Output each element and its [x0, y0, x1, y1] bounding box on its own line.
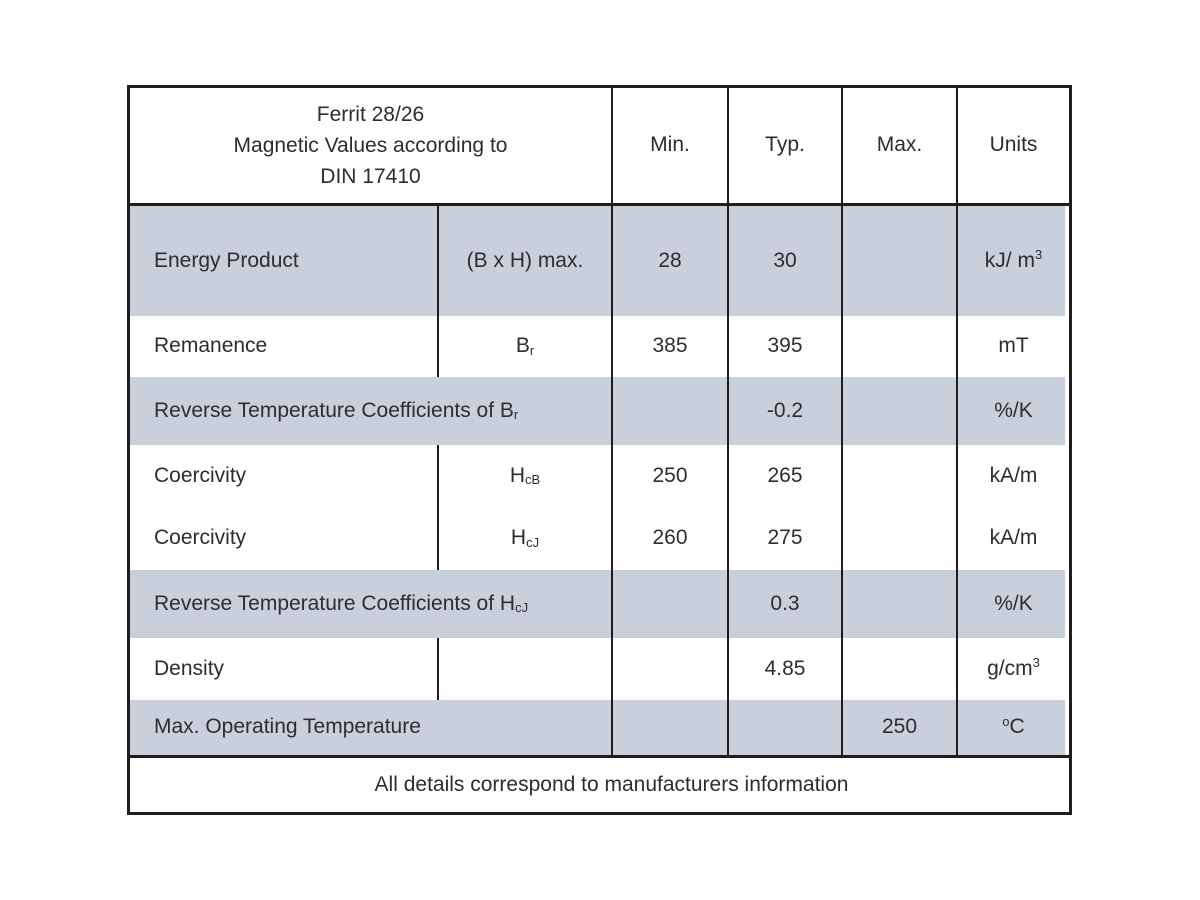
table-title-line-3: DIN 17410 — [320, 165, 421, 188]
cell-typ: -0.2 — [727, 377, 841, 445]
cell-label: Coercivity — [154, 463, 247, 487]
cell-symbol: (B x H) max. — [437, 206, 611, 316]
table-title-line-2: Magnetic Values according to — [233, 134, 508, 157]
col-header-units: Units — [956, 88, 1069, 203]
cell-min — [611, 700, 727, 755]
cell-label: Density — [154, 656, 225, 680]
cell-min — [611, 570, 727, 638]
cell-typ: 30 — [727, 206, 841, 316]
cell-max — [841, 638, 956, 700]
table-header-row: Ferrit 28/26 Magnetic Values according t… — [130, 88, 1069, 206]
table-row-density: Density 4.85 g/cm 3 — [130, 638, 1069, 700]
col-header-max: Max. — [841, 88, 956, 203]
cell-typ: 395 — [727, 316, 841, 377]
cell-max — [841, 445, 956, 507]
table-title: Ferrit 28/26 Magnetic Values according t… — [130, 88, 611, 203]
cell-min: 260 — [611, 507, 727, 570]
magnetic-values-table: Ferrit 28/26 Magnetic Values according t… — [127, 85, 1072, 815]
cell-units: %/K — [956, 570, 1069, 638]
cell-max — [841, 316, 956, 377]
cell-typ: 265 — [727, 445, 841, 507]
cell-units: mT — [956, 316, 1069, 377]
cell-max: 250 — [841, 700, 956, 755]
cell-max — [841, 507, 956, 570]
cell-min: 385 — [611, 316, 727, 377]
cell-units: kA/m — [956, 507, 1069, 570]
cell-max — [841, 570, 956, 638]
table-footer-row: All details correspond to manufacturers … — [130, 755, 1069, 812]
cell-min — [611, 638, 727, 700]
cell-label: Remanence — [154, 334, 268, 358]
cell-max — [841, 377, 956, 445]
cell-typ: 275 — [727, 507, 841, 570]
cell-min — [611, 377, 727, 445]
cell-label: Energy Product — [154, 248, 299, 272]
cell-min: 28 — [611, 206, 727, 316]
cell-typ — [727, 700, 841, 755]
cell-label: Coercivity — [154, 526, 247, 550]
table-title-line-1: Ferrit 28/26 — [316, 103, 425, 126]
col-header-min: Min. — [611, 88, 727, 203]
footer-note: All details correspond to manufacturers … — [374, 772, 849, 796]
cell-symbol — [437, 638, 611, 700]
cell-units: kA/m — [956, 445, 1069, 507]
cell-typ: 4.85 — [727, 638, 841, 700]
col-header-typ: Typ. — [727, 88, 841, 203]
cell-min: 250 — [611, 445, 727, 507]
cell-typ: 0.3 — [727, 570, 841, 638]
cell-max — [841, 206, 956, 316]
cell-units: %/K — [956, 377, 1069, 445]
cell-units: g/cm 3 — [956, 638, 1069, 700]
cell-label: Max. Operating Temperature — [154, 715, 421, 739]
